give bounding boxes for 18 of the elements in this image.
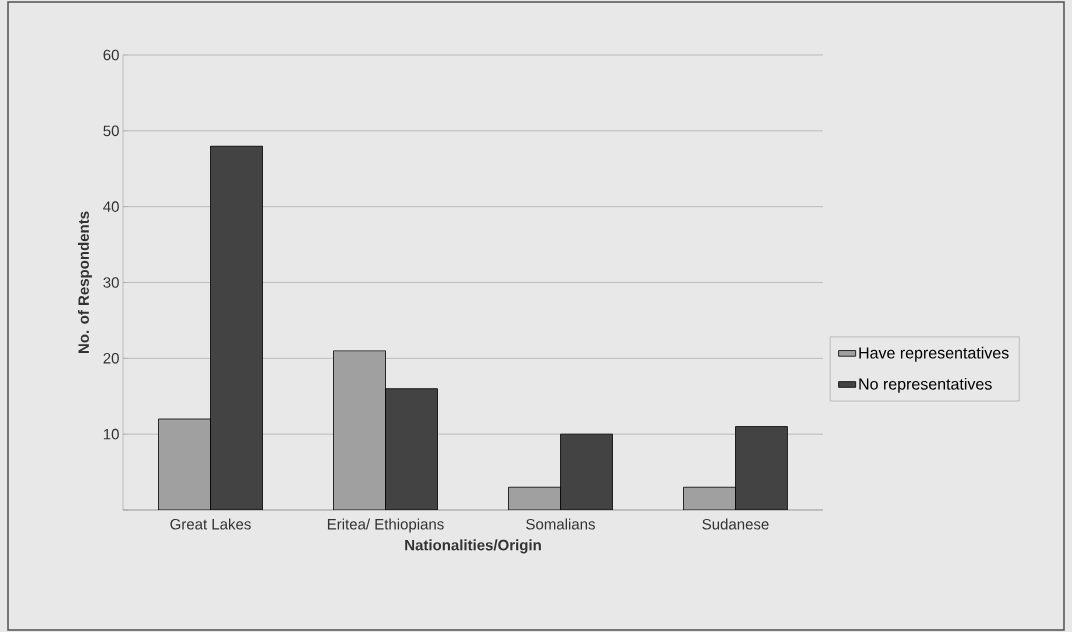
y-tick-label: 30 — [103, 277, 119, 288]
legend-label: No representatives — [859, 377, 992, 393]
y-tick-label: 40 — [103, 201, 119, 212]
bar — [158, 418, 211, 510]
bar — [683, 486, 736, 510]
bar — [333, 350, 386, 510]
x-tick-label: Great Lakes — [170, 518, 251, 530]
x-tick-label: Somalians — [526, 518, 595, 530]
y-tick-label: 20 — [103, 353, 119, 364]
y-tick-label: 10 — [103, 428, 119, 440]
x-axis-title: Nationalities/Origin — [405, 539, 541, 554]
legend-label: Have representatives — [859, 346, 1009, 362]
y-tick-label: 50 — [103, 125, 119, 137]
y-axis-title: No. of Respondents — [77, 211, 92, 354]
y-tick-label: 60 — [103, 49, 119, 61]
x-tick-label: Sudanese — [702, 518, 769, 530]
x-tick-label: Eritea/ Ethiopians — [327, 518, 444, 533]
bar — [508, 486, 561, 510]
